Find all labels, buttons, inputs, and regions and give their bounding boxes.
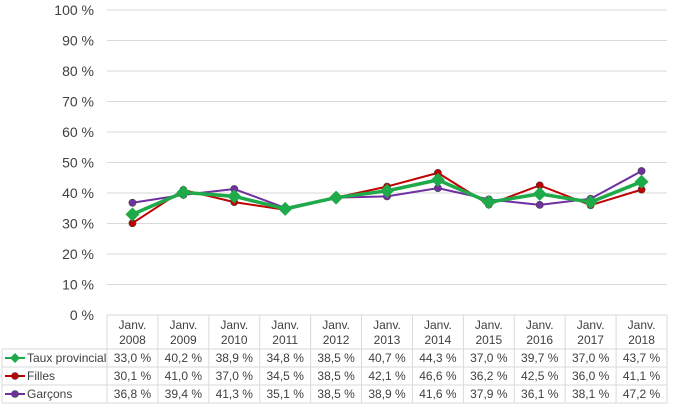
- x-tick-label: Janv.: [119, 318, 147, 332]
- data-label: 42,5 %: [521, 369, 559, 383]
- data-label: 39,7 %: [521, 351, 559, 365]
- y-tick-label: 70 %: [62, 94, 94, 110]
- data-label: 37,0 %: [470, 351, 508, 365]
- y-tick-label: 90 %: [62, 33, 94, 49]
- y-tick-label: 30 %: [62, 216, 94, 232]
- x-tick-label: 2011: [272, 333, 298, 347]
- data-label: 41,0 %: [165, 369, 203, 383]
- series-lines: [125, 167, 649, 228]
- legend-label: Taux provincial: [27, 351, 106, 365]
- x-tick-label: Janv.: [373, 318, 401, 332]
- data-point: [278, 201, 293, 216]
- data-point: [535, 200, 544, 209]
- x-tick-label: Janv.: [475, 318, 503, 332]
- x-tick-label: 2012: [323, 333, 350, 347]
- x-tick-label: 2008: [119, 333, 146, 347]
- x-tick-label: Janv.: [220, 318, 248, 332]
- y-tick-label: 40 %: [62, 185, 94, 201]
- data-label: 41,6 %: [419, 387, 457, 401]
- data-label: 38,9 %: [368, 387, 406, 401]
- data-label: 46,6 %: [419, 369, 457, 383]
- data-label: 41,1 %: [623, 369, 661, 383]
- data-point: [634, 174, 649, 189]
- data-point: [125, 207, 140, 222]
- data-point: [583, 195, 598, 210]
- data-label: 38,5 %: [317, 351, 355, 365]
- data-label: 33,0 %: [114, 351, 152, 365]
- x-tick-label: Janv.: [424, 318, 452, 332]
- data-point: [430, 172, 445, 187]
- data-label: 43,7 %: [623, 351, 661, 365]
- gridlines: [107, 9, 667, 285]
- data-label: 44,3 %: [419, 351, 457, 365]
- data-label: 37,0 %: [216, 369, 254, 383]
- data-label: 38,1 %: [572, 387, 610, 401]
- legend-label: Filles: [27, 369, 55, 383]
- x-tick-label: 2015: [475, 333, 502, 347]
- data-label: 36,2 %: [470, 369, 508, 383]
- x-tick-label: 2009: [170, 333, 197, 347]
- data-label: 36,0 %: [572, 369, 610, 383]
- legend-key-marker: [11, 390, 19, 398]
- x-tick-label: 2016: [526, 333, 553, 347]
- data-label: 39,4 %: [165, 387, 203, 401]
- x-tick-label: 2014: [425, 333, 452, 347]
- x-tick-label: Janv.: [169, 318, 197, 332]
- y-tick-label: 50 %: [62, 155, 94, 171]
- data-point: [176, 185, 191, 200]
- data-label: 37,9 %: [470, 387, 508, 401]
- data-table: Janv.2008Janv.2009Janv.2010Janv.2011Janv…: [1, 314, 668, 404]
- x-tick-label: Janv.: [526, 318, 554, 332]
- y-tick-label: 10 %: [62, 277, 94, 293]
- legend-key-marker: [11, 372, 19, 380]
- data-label: 40,7 %: [368, 351, 406, 365]
- data-point: [329, 190, 344, 205]
- y-tick-label: 100 %: [54, 2, 94, 18]
- data-label: 42,1 %: [368, 369, 406, 383]
- data-label: 35,1 %: [267, 387, 305, 401]
- x-tick-label: 2017: [577, 333, 604, 347]
- data-point: [380, 183, 394, 198]
- x-tick-label: 2013: [374, 333, 401, 347]
- data-label: 30,1 %: [114, 369, 152, 383]
- data-label: 37,0 %: [572, 351, 610, 365]
- x-tick-label: Janv.: [322, 318, 350, 332]
- data-label: 34,8 %: [267, 351, 305, 365]
- y-axis-ticks: 0 % 10 % 20 % 30 % 40 % 50 % 60 % 70 % 80 % 90 % 1…: [54, 2, 94, 323]
- legend-key-marker: [10, 353, 20, 363]
- data-label: 36,1 %: [521, 387, 559, 401]
- x-tick-label: 2010: [221, 333, 248, 347]
- data-label: 36,8 %: [114, 387, 152, 401]
- x-tick-label: Janv.: [577, 318, 605, 332]
- data-point: [128, 198, 137, 207]
- x-tick-label: 2018: [628, 333, 655, 347]
- data-point: [481, 195, 496, 210]
- data-point: [227, 189, 242, 204]
- data-label: 47,2 %: [623, 387, 661, 401]
- data-point: [637, 167, 646, 175]
- y-tick-label: 80 %: [62, 63, 94, 79]
- y-tick-label: 0 %: [70, 307, 94, 323]
- x-tick-label: Janv.: [271, 318, 299, 332]
- data-point: [532, 186, 547, 201]
- legend-label: Garçons: [27, 387, 72, 401]
- y-tick-label: 20 %: [62, 246, 94, 262]
- y-tick-label: 60 %: [62, 124, 94, 140]
- data-label: 40,2 %: [165, 351, 203, 365]
- data-label: 38,5 %: [317, 387, 355, 401]
- data-label: 38,9 %: [216, 351, 254, 365]
- x-tick-label: Janv.: [628, 318, 656, 332]
- data-label: 38,5 %: [317, 369, 355, 383]
- data-label: 41,3 %: [216, 387, 254, 401]
- data-label: 34,5 %: [267, 369, 305, 383]
